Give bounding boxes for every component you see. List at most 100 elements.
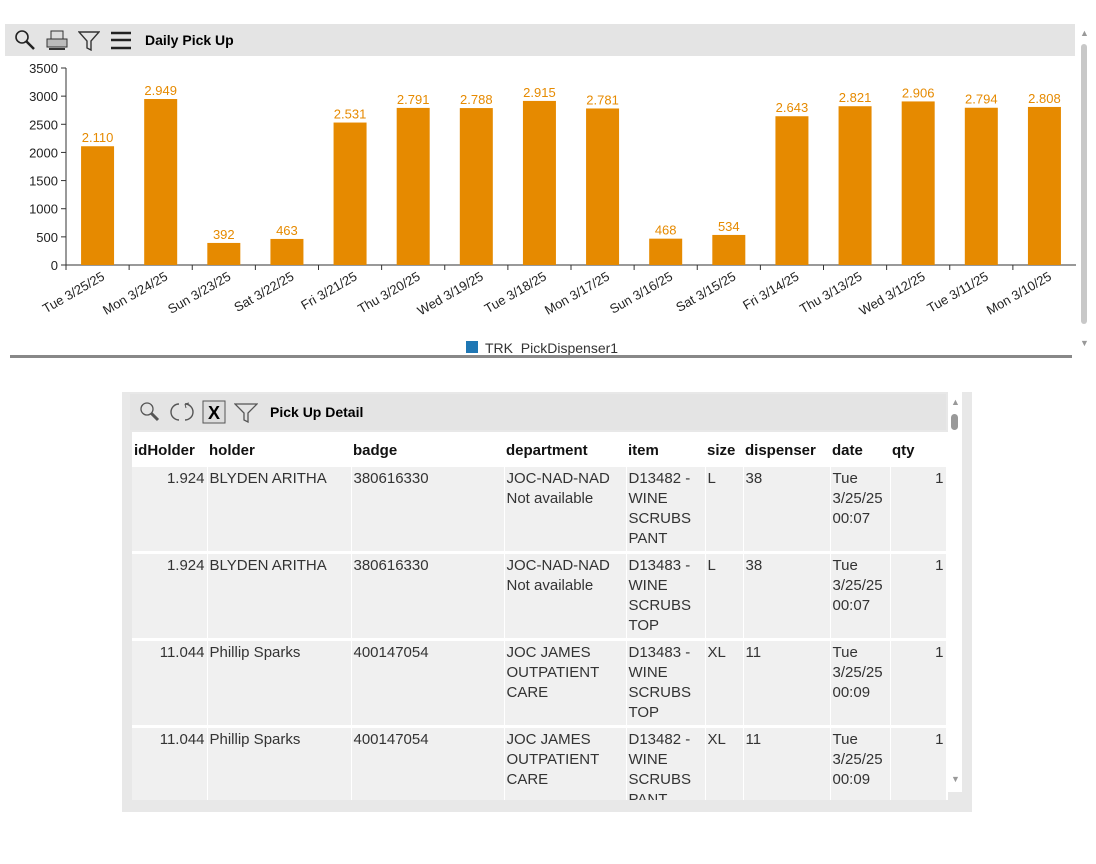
column-header-qty[interactable]: qty <box>890 432 946 467</box>
chart-hscrollbar[interactable] <box>10 355 1072 358</box>
data-label: 2.949 <box>144 83 177 98</box>
refresh-icon[interactable] <box>170 400 194 424</box>
x-tick-label: Tue 3/25/25 <box>40 269 107 316</box>
x-tick-label: Mon 3/17/25 <box>542 269 612 318</box>
x-tick-label: Sun 3/16/25 <box>607 269 675 317</box>
data-label: 392 <box>213 227 235 242</box>
column-header-item[interactable]: item <box>626 432 705 467</box>
cell-qty: 1 <box>890 726 947 800</box>
data-label: 2.781 <box>586 92 619 107</box>
x-tick-label: Wed 3/19/25 <box>415 269 486 319</box>
cell-qty: 1 <box>890 639 947 728</box>
cell-item: D13483 - WINE SCRUBS TOP <box>626 639 706 728</box>
y-tick-label: 3500 <box>29 61 58 76</box>
y-tick-label: 500 <box>36 230 58 245</box>
bar <box>838 106 872 265</box>
bar <box>964 107 998 265</box>
cell-idholder: 1.924 <box>132 552 208 641</box>
data-label: 468 <box>655 223 677 238</box>
column-header-badge[interactable]: badge <box>351 432 504 467</box>
legend-label: TRK_PickDispenser1 <box>485 340 618 356</box>
data-label: 2.794 <box>965 92 998 107</box>
cell-qty: 1 <box>890 467 947 554</box>
chart-scroll-thumb[interactable] <box>1081 44 1087 324</box>
filter-icon[interactable] <box>234 400 258 424</box>
cell-idholder: 11.044 <box>132 726 208 800</box>
bar <box>207 242 241 265</box>
column-header-size[interactable]: size <box>705 432 743 467</box>
bar <box>712 234 746 265</box>
data-label: 2.808 <box>1028 91 1061 106</box>
pickup-detail-table: idHolder holder badge department item size dis… <box>132 432 948 800</box>
cell-dispenser: 38 <box>743 467 831 554</box>
x-tick-label: Tue 3/18/25 <box>482 269 549 316</box>
search-icon[interactable] <box>138 400 162 424</box>
cell-holder: Phillip Sparks <box>207 726 352 800</box>
x-tick-label: Fri 3/14/25 <box>740 269 801 313</box>
legend-swatch <box>466 341 478 353</box>
detail-toolbar: X Pick Up Detail <box>130 394 946 430</box>
x-tick-label: Sat 3/22/25 <box>231 269 296 315</box>
cell-dispenser: 11 <box>743 726 831 800</box>
cell-dispenser: 38 <box>743 552 831 641</box>
y-tick-label: 0 <box>51 258 58 273</box>
cell-size: XL <box>705 726 744 800</box>
daily-pickup-panel: Daily Pick Up 0 500 1000 1500 2000 2500 3000 35… <box>0 24 1096 359</box>
bar-chart: 0 500 1000 1500 2000 2500 3000 3500 2.110 Tue 3/2… <box>29 61 1076 356</box>
cell-holder: BLYDEN ARITHA <box>207 552 352 641</box>
search-icon[interactable] <box>13 28 37 52</box>
y-tick-label: 2000 <box>29 145 58 160</box>
data-label: 2.643 <box>776 100 809 115</box>
data-label: 2.915 <box>523 85 556 100</box>
table-row[interactable]: 11.044 Phillip Sparks 400147054 JOC JAMES O… <box>132 639 947 728</box>
cell-item: D13483 - WINE SCRUBS TOP <box>626 552 706 641</box>
x-tick-label: Mon 3/24/25 <box>100 269 170 318</box>
x-tick-label: Fri 3/21/25 <box>298 269 359 313</box>
bar <box>144 99 178 265</box>
cell-date: Tue 3/25/25 00:07 <box>830 552 891 641</box>
table-row[interactable]: 1.924 BLYDEN ARITHA 380616330 JOC-NAD-NAD N… <box>132 467 947 554</box>
x-tick-label: Wed 3/12/25 <box>857 269 928 319</box>
cell-idholder: 1.924 <box>132 467 208 554</box>
bar <box>270 238 304 265</box>
data-label: 2.906 <box>902 85 935 100</box>
cell-holder: Phillip Sparks <box>207 639 352 728</box>
y-tick-label: 1500 <box>29 174 58 189</box>
chart-toolbar: Daily Pick Up <box>5 24 1075 56</box>
column-header-idholder[interactable]: idHolder <box>132 432 207 467</box>
detail-scroll-thumb[interactable] <box>951 414 958 430</box>
svg-text:X: X <box>208 403 220 423</box>
column-header-date[interactable]: date <box>830 432 890 467</box>
column-header-holder[interactable]: holder <box>207 432 351 467</box>
cell-date: Tue 3/25/25 00:09 <box>830 726 891 800</box>
y-tick-label: 2500 <box>29 117 58 132</box>
filter-icon[interactable] <box>77 28 101 52</box>
data-label: 463 <box>276 223 298 238</box>
cell-department: JOC-NAD-NAD Not available <box>504 467 627 554</box>
bar <box>396 107 430 265</box>
detail-scrollbar[interactable]: ▲ ▼ <box>948 392 962 792</box>
cell-item: D13482 - WINE SCRUBS PANT <box>626 726 706 800</box>
bar <box>459 108 493 265</box>
chart-title: Daily Pick Up <box>145 32 234 48</box>
y-tick-label: 1000 <box>29 202 58 217</box>
x-tick-label: Tue 3/11/25 <box>924 269 990 316</box>
x-tick-label: Sun 3/23/25 <box>165 269 233 317</box>
cell-idholder: 11.044 <box>132 639 208 728</box>
table-row[interactable]: 11.044 Phillip Sparks 400147054 JOC JAMES O… <box>132 726 947 800</box>
column-header-department[interactable]: department <box>504 432 626 467</box>
bar <box>333 122 367 265</box>
cell-department: JOC JAMES OUTPATIENT CARE <box>504 639 627 728</box>
excel-icon[interactable]: X <box>202 400 226 424</box>
cell-qty: 1 <box>890 552 947 641</box>
table-row[interactable]: 1.924 BLYDEN ARITHA 380616330 JOC-NAD-NAD N… <box>132 552 947 641</box>
bar <box>649 238 683 265</box>
column-header-dispenser[interactable]: dispenser <box>743 432 830 467</box>
bar <box>901 101 935 265</box>
data-label: 2.110 <box>82 130 114 145</box>
data-label: 2.788 <box>460 92 493 107</box>
menu-icon[interactable] <box>109 28 133 52</box>
print-icon[interactable] <box>45 28 69 52</box>
cell-badge: 400147054 <box>351 639 505 728</box>
chart-scrollbar[interactable]: ▲ ▼ <box>1077 24 1091 354</box>
